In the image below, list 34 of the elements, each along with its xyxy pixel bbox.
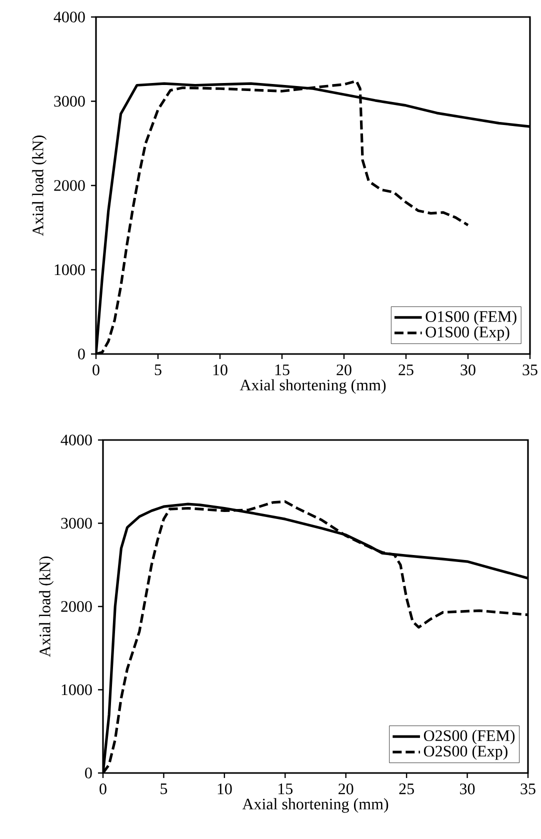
y-tick-label: 0 [85, 768, 92, 778]
x-tick-label: 30 [460, 784, 475, 794]
x-tick-label: 0 [92, 364, 100, 376]
legend-label: O2S00 (Exp) [424, 745, 508, 760]
x-axis-title: Axial shortening (mm) [242, 798, 388, 813]
x-tick-label: 20 [338, 784, 354, 794]
y-tick-label: 4000 [60, 434, 92, 446]
x-tick-label: 15 [278, 784, 293, 794]
x-tick-label: 30 [460, 364, 476, 376]
y-tick-label: 1000 [54, 264, 85, 276]
legend-label: O1S00 (FEM) [426, 310, 516, 326]
x-tick-label: 25 [398, 364, 414, 376]
y-tick-label: 2000 [61, 601, 92, 612]
x-axis-title: Axial shortening (mm) [240, 379, 386, 394]
x-tick-label: 35 [520, 784, 536, 794]
y-axis-title: Axial load (kN) [39, 556, 54, 657]
x-tick-label: 10 [213, 364, 228, 376]
y-tick-label: 0 [78, 348, 85, 360]
x-tick-label: 10 [218, 784, 232, 794]
y-tick-label: 3000 [54, 96, 85, 107]
y-tick-label: 1000 [62, 684, 92, 696]
y-axis-title: Axial load (kN) [32, 136, 47, 236]
x-tick-label: 5 [160, 784, 168, 794]
x-tick-label: 25 [399, 784, 414, 794]
legend-label: O1S00 (Exp) [426, 326, 510, 341]
y-tick-label: 4000 [54, 12, 85, 22]
x-tick-label: 20 [336, 364, 352, 376]
x-tick-label: 15 [275, 364, 290, 376]
x-tick-label: 5 [154, 364, 162, 376]
x-tick-label: 0 [100, 784, 106, 794]
legend-label: O2S00 (FEM) [424, 730, 515, 744]
y-tick-label: 2000 [54, 180, 85, 191]
y-tick-label: 3000 [61, 518, 92, 529]
x-tick-label: 35 [522, 364, 538, 376]
